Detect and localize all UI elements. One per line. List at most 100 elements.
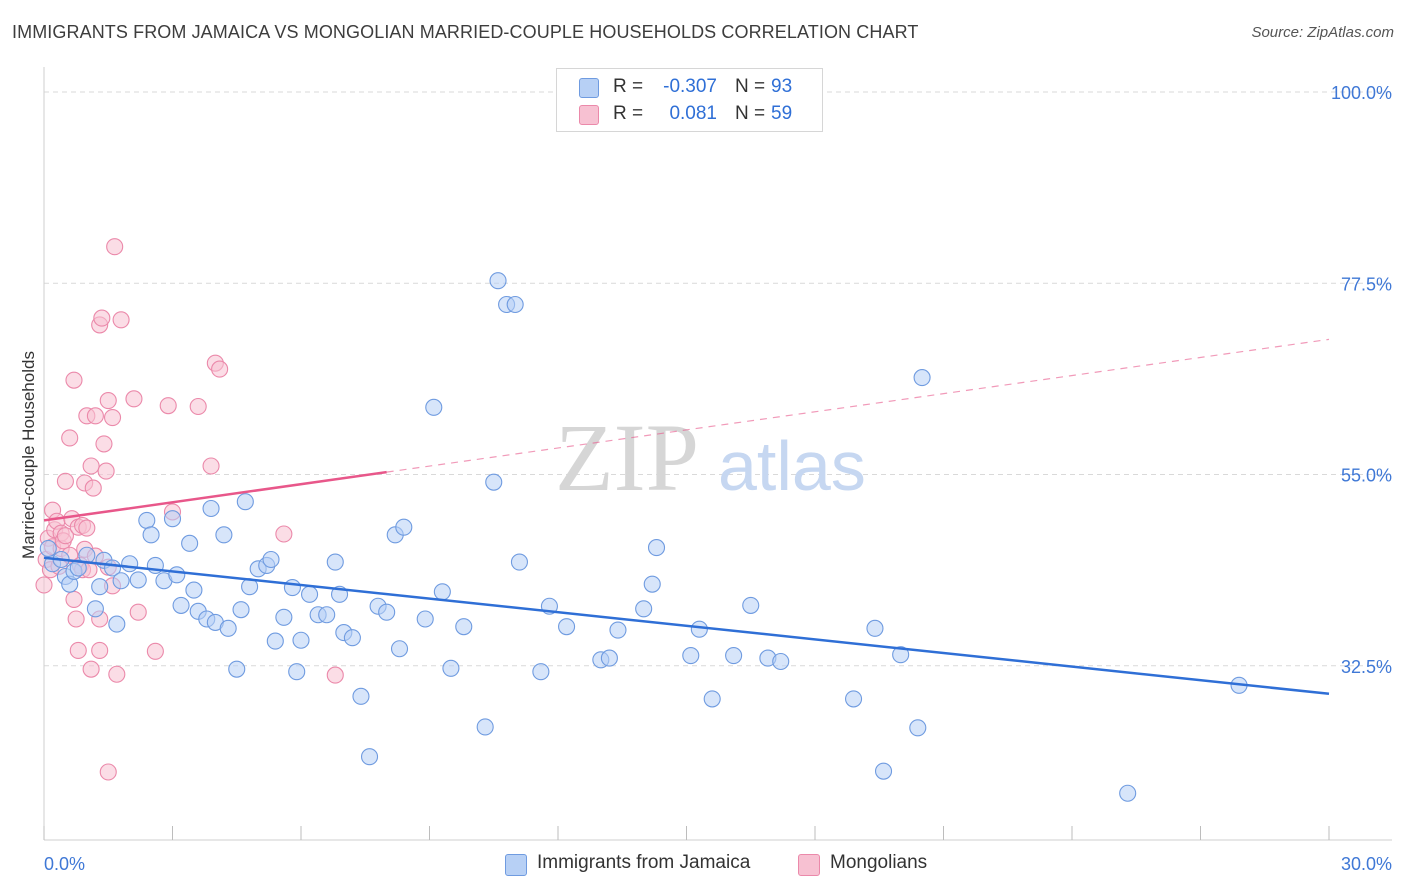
- data-point: [455, 618, 473, 636]
- data-point: [65, 590, 83, 609]
- trend-line-mongolians: [43, 470, 387, 522]
- r-label: R =: [613, 76, 644, 97]
- data-point: [690, 620, 708, 638]
- y-axis-label: Married-couple Households: [19, 351, 38, 559]
- legend-row-mongolians: R = 0.081 N = 59: [557, 101, 822, 127]
- data-point: [643, 575, 661, 593]
- data-point: [168, 566, 186, 584]
- data-point: [163, 510, 182, 528]
- data-point: [609, 621, 627, 639]
- data-point: [476, 718, 494, 736]
- y-tick-label: 55.0%: [1341, 466, 1392, 486]
- n-label: N =: [735, 76, 766, 97]
- y-tick-label: 32.5%: [1341, 657, 1392, 677]
- source-label: Source: ZipAtlas.com: [1251, 24, 1394, 41]
- y-tick-label: 100.0%: [1331, 83, 1392, 103]
- data-point: [35, 576, 53, 594]
- points-jamaica: [39, 272, 1248, 802]
- r-value: -0.307: [663, 76, 717, 97]
- data-point: [95, 435, 113, 453]
- data-point: [275, 525, 293, 543]
- n-value: 59: [771, 103, 793, 124]
- data-point: [228, 660, 246, 678]
- data-point: [292, 631, 310, 649]
- data-point: [442, 659, 460, 677]
- data-point: [121, 555, 139, 573]
- data-point: [874, 762, 893, 780]
- data-point: [99, 391, 117, 410]
- blue-swatch: [579, 78, 599, 98]
- data-point: [202, 499, 220, 518]
- data-point: [112, 572, 130, 590]
- data-point: [125, 390, 143, 408]
- trend-line-jamaica: [43, 556, 1330, 696]
- data-point: [425, 398, 443, 416]
- data-point: [485, 473, 503, 491]
- data-point: [892, 646, 910, 664]
- data-point: [742, 596, 760, 614]
- data-point: [82, 660, 100, 678]
- data-point: [61, 429, 79, 447]
- r-value: 0.081: [669, 103, 717, 124]
- data-point: [56, 527, 74, 545]
- data-point: [360, 748, 379, 766]
- data-point: [69, 641, 87, 660]
- data-point: [106, 238, 124, 256]
- y-tick-label: 77.5%: [1341, 274, 1392, 294]
- data-point: [352, 687, 370, 705]
- data-point: [215, 526, 233, 544]
- correlation-legend: R = -0.307 N = 93 R = 0.081 N = 59: [556, 68, 823, 132]
- data-point: [129, 571, 147, 589]
- data-point: [433, 583, 451, 601]
- data-point: [866, 619, 884, 637]
- data-point: [93, 309, 111, 327]
- data-point: [78, 519, 96, 537]
- data-point: [65, 371, 83, 389]
- data-point: [318, 606, 336, 624]
- data-point: [86, 407, 104, 425]
- trend-lines: [43, 338, 1330, 696]
- data-point: [219, 619, 237, 637]
- data-point: [283, 578, 301, 597]
- data-point: [343, 629, 361, 647]
- data-point: [390, 640, 409, 658]
- tick-labels: 32.5% 55.0% 77.5% 100.0% 0.0% 30.0%: [44, 83, 1392, 874]
- x-tick-label: 0.0%: [44, 854, 85, 874]
- data-point: [236, 493, 254, 511]
- data-point: [266, 632, 284, 650]
- r-label: R =: [613, 103, 644, 124]
- blue-swatch: [505, 854, 527, 876]
- data-point: [232, 601, 250, 619]
- trend-line-mongolians-extension: [386, 338, 1330, 473]
- data-point: [84, 479, 102, 497]
- data-point: [288, 663, 306, 681]
- data-point: [772, 652, 790, 671]
- legend-row-jamaica: R = -0.307 N = 93: [557, 74, 822, 100]
- legend-label: Immigrants from Jamaica: [537, 852, 751, 873]
- data-point: [112, 311, 130, 329]
- data-point: [510, 553, 529, 571]
- data-point: [506, 295, 524, 314]
- data-point: [844, 690, 863, 708]
- data-point: [39, 539, 57, 558]
- data-point: [725, 646, 743, 665]
- data-point: [913, 369, 931, 387]
- data-point: [262, 550, 280, 569]
- data-point: [99, 763, 117, 781]
- data-point: [558, 618, 576, 636]
- watermark-atlas: atlas: [718, 427, 866, 505]
- data-point: [138, 511, 156, 529]
- data-point: [703, 690, 721, 708]
- pink-swatch: [579, 105, 599, 125]
- data-point: [91, 578, 109, 596]
- data-point: [211, 360, 229, 378]
- data-point: [275, 608, 293, 626]
- data-point: [202, 457, 220, 475]
- data-point: [301, 585, 319, 603]
- data-point: [97, 462, 115, 480]
- data-point: [181, 534, 199, 552]
- data-point: [326, 553, 344, 571]
- axes: [43, 67, 1392, 841]
- points-mongolians: [35, 238, 344, 781]
- n-value: 93: [771, 76, 793, 97]
